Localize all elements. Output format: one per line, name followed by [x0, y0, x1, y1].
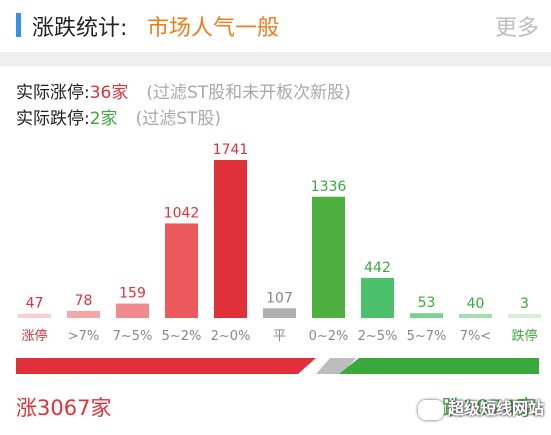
bar-4	[214, 160, 247, 318]
stats-header: 涨跌统计: 市场人气一般 更多	[0, 0, 551, 52]
fall-ratio-segment	[339, 358, 539, 374]
rise-fall-ratio-bar	[16, 358, 539, 374]
bar-value-label: 47	[26, 296, 44, 312]
distribution-bar-chart: 47 涨停 78 >7% 159 7~5% 1042 5~2% 1741 2~0% 107 平 1336…	[18, 142, 541, 344]
watermark: 超级短线网站	[418, 395, 544, 420]
limit-down-note: (过滤ST股)	[135, 109, 222, 129]
limit-down-label: 实际跌停:	[16, 109, 90, 129]
bar-value-label: 40	[467, 296, 485, 312]
bar-9	[459, 314, 492, 318]
header-accent-bar	[16, 13, 21, 37]
category-label: 7~5%	[113, 329, 153, 344]
category-label: 0~2%	[309, 329, 349, 344]
bar-value-label: 1336	[311, 179, 347, 195]
bar-value-label: 107	[266, 290, 293, 306]
market-sentiment: 市场人气一般	[147, 16, 280, 41]
section-divider	[0, 52, 551, 66]
category-label: 7%<	[460, 329, 492, 344]
category-label: >7%	[68, 329, 100, 344]
watermark-text: 超级短线网站	[448, 399, 545, 418]
bar-value-label: 159	[119, 286, 146, 302]
bar-value-label: 78	[75, 293, 93, 309]
category-label: 涨停	[21, 328, 47, 344]
bar-value-label: 442	[364, 260, 391, 276]
limit-up-summary: 实际涨停:36家 (过滤ST股和未开板次新股)	[16, 78, 351, 103]
bar-6	[312, 196, 345, 318]
bar-3	[165, 223, 198, 318]
bar-0	[18, 313, 51, 318]
bar-10	[508, 314, 541, 318]
limit-up-note: (过滤ST股和未开板次新股)	[146, 83, 351, 103]
bar-7	[361, 277, 394, 318]
category-label: 2~0%	[211, 329, 251, 344]
bar-value-label: 53	[418, 295, 436, 311]
limit-up-label: 实际涨停:	[16, 83, 90, 103]
bar-2	[116, 303, 149, 318]
wechat-icon	[418, 399, 444, 420]
bar-value-label: 1741	[213, 142, 249, 158]
fall-total: 跌1874家	[441, 396, 537, 420]
limit-up-value: 36家	[89, 83, 129, 103]
category-label: 跌停	[511, 328, 537, 344]
bar-1	[67, 310, 100, 318]
bar-8	[410, 313, 443, 318]
category-label: 2~5%	[358, 329, 398, 344]
category-label: 5~7%	[407, 329, 447, 344]
bar-value-label: 3	[520, 296, 529, 312]
rise-total: 涨3067家	[16, 396, 112, 420]
category-label: 5~2%	[162, 329, 202, 344]
rise-ratio-segment	[16, 358, 316, 374]
bar-5	[263, 308, 296, 318]
limit-down-summary: 实际跌停:2家 (过滤ST股)	[16, 104, 221, 129]
category-label: 平	[273, 329, 286, 344]
limit-down-value: 2家	[89, 109, 118, 129]
header-title: 涨跌统计:	[32, 16, 128, 41]
more-link[interactable]: 更多	[494, 16, 539, 41]
bar-value-label: 1042	[164, 205, 200, 221]
